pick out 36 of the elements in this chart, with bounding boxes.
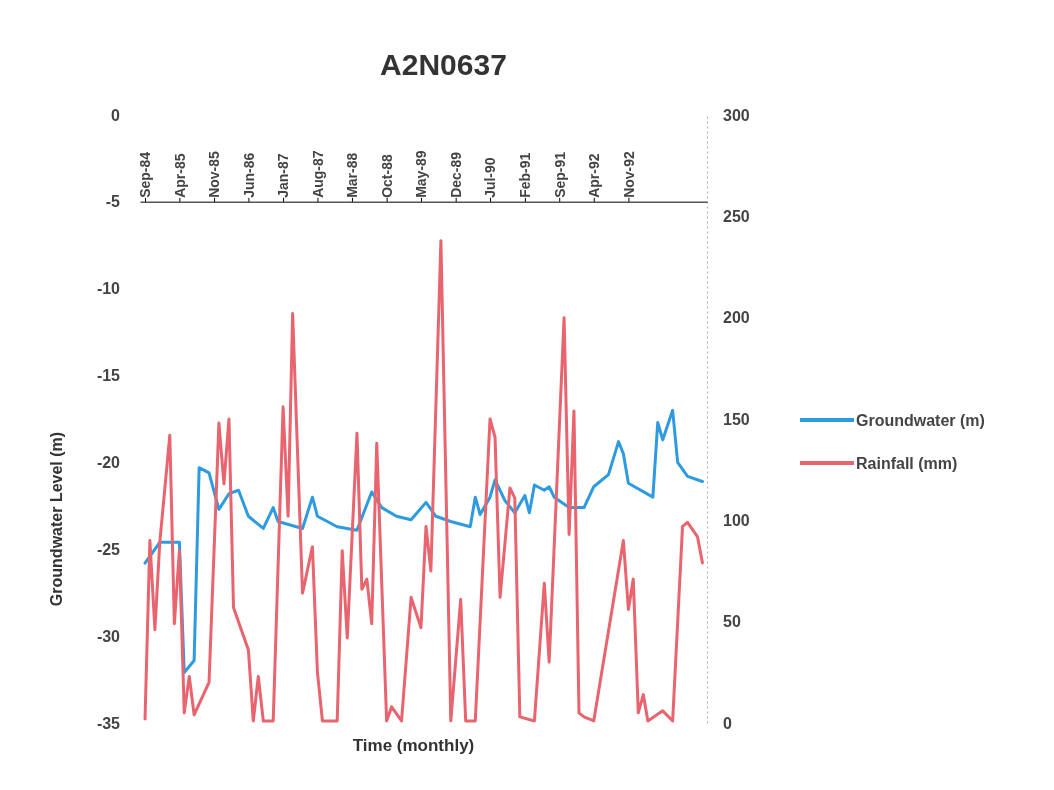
y2-tick-label: 150 xyxy=(723,410,750,428)
x-tick-label: Feb-91 xyxy=(517,152,534,198)
x-tick-label: May-89 xyxy=(413,150,430,198)
y2-tick-label: 50 xyxy=(723,613,741,631)
y-tick-label: -10 xyxy=(96,280,121,298)
line-series xyxy=(143,239,704,723)
y2-tick-label: 100 xyxy=(723,511,750,529)
y-tick-label: 0 xyxy=(111,106,121,124)
x-tick-label: Sep-91 xyxy=(551,151,568,198)
x-tick-label: Nov-92 xyxy=(620,150,637,198)
x-tick-label: Jul-90 xyxy=(482,157,499,198)
x-tick-label: Jun-86 xyxy=(240,152,257,198)
x-tick-label: Dec-89 xyxy=(448,151,465,198)
legend-label: Rainfall (mm) xyxy=(856,454,958,472)
x-tick-label: Apr-92 xyxy=(586,153,603,198)
y2-tick-label: 250 xyxy=(723,207,750,225)
x-axis-title: Time (monthly) xyxy=(352,736,475,755)
x-tick-label: Sep-84 xyxy=(137,151,154,198)
y2-tick-label: 0 xyxy=(723,714,732,732)
y-tick-label: -20 xyxy=(96,454,121,472)
y2-tick-label: 300 xyxy=(723,106,750,124)
y-tick-label: -5 xyxy=(105,193,121,211)
legend-label: Groundwater (m) xyxy=(856,411,985,429)
x-tick-label: Mar-88 xyxy=(344,152,361,198)
x-tick-label: Jan-87 xyxy=(275,153,292,198)
x-tick-label: Oct-88 xyxy=(379,154,396,198)
y-axis-title: Groundwater Level (m) xyxy=(48,431,65,607)
x-tick-label: Nov-85 xyxy=(206,150,223,198)
chart-title: A2N0637 xyxy=(380,48,507,81)
y-tick-label: -30 xyxy=(96,627,121,645)
y-tick-label: -35 xyxy=(96,714,121,732)
y-tick-label: -15 xyxy=(96,367,121,385)
y2-tick-label: 200 xyxy=(723,309,750,327)
x-tick-label: Apr-85 xyxy=(171,153,188,198)
x-tick-label: Aug-87 xyxy=(309,150,326,198)
y-tick-label: -25 xyxy=(96,540,121,558)
